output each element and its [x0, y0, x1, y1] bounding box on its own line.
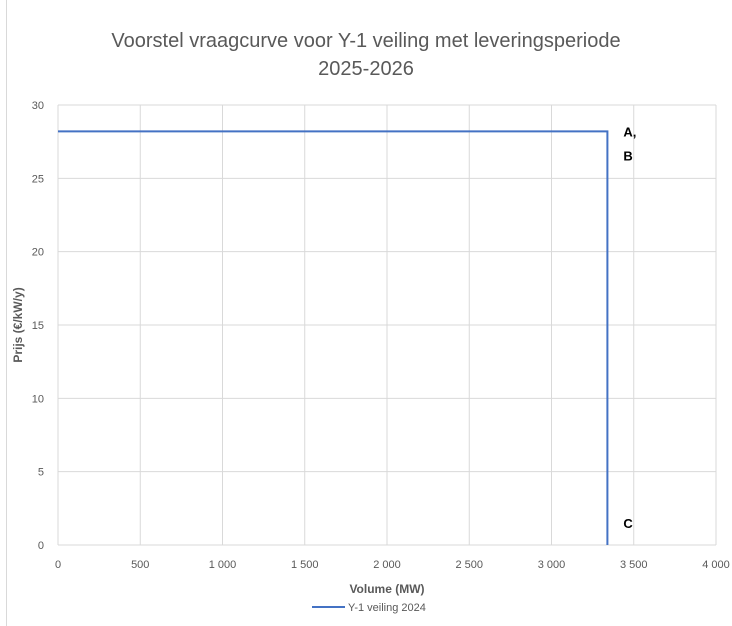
x-tick-label: 2 000	[373, 559, 401, 571]
y-tick-label: 25	[32, 173, 44, 185]
x-tick-label: 500	[131, 559, 149, 571]
x-tick-label: 4 000	[702, 559, 730, 571]
series-layer	[58, 130, 609, 545]
y-axis-title: Prijs (€/kW/y)	[11, 287, 25, 362]
point-label: B	[623, 148, 632, 163]
y-tick-label: 20	[32, 247, 44, 259]
chart-title-line-1: Voorstel vraagcurve voor Y-1 veiling met…	[111, 30, 621, 52]
y-tick-label: 0	[38, 540, 44, 552]
x-tick-label: 3 000	[538, 559, 566, 571]
tick-labels: 0 500 1 000 1 500 2 000 2 500 3 000 3 500 4 000 0…	[32, 100, 730, 571]
grid	[57, 104, 717, 546]
x-tick-label: 2 500	[455, 559, 483, 571]
series-line	[58, 130, 609, 545]
x-tick-label: 3 500	[620, 559, 648, 571]
chart-title-line-2: 2025-2026	[318, 58, 414, 80]
x-axis-title: Volume (MW)	[349, 582, 424, 596]
point-label: C	[623, 516, 633, 531]
point-label: A,	[623, 124, 636, 139]
x-tick-label: 1 000	[209, 559, 237, 571]
y-tick-label: 15	[32, 320, 44, 332]
chart-area	[6, 0, 732, 626]
legend: Y-1 veiling 2024	[312, 602, 426, 614]
x-tick-label: 1 500	[291, 559, 319, 571]
legend-label: Y-1 veiling 2024	[348, 602, 426, 614]
x-tick-label: 0	[55, 559, 61, 571]
annotations: A, B C	[623, 124, 636, 531]
y-tick-label: 5	[38, 467, 44, 479]
y-tick-label: 10	[32, 393, 44, 405]
y-tick-label: 30	[32, 100, 44, 112]
